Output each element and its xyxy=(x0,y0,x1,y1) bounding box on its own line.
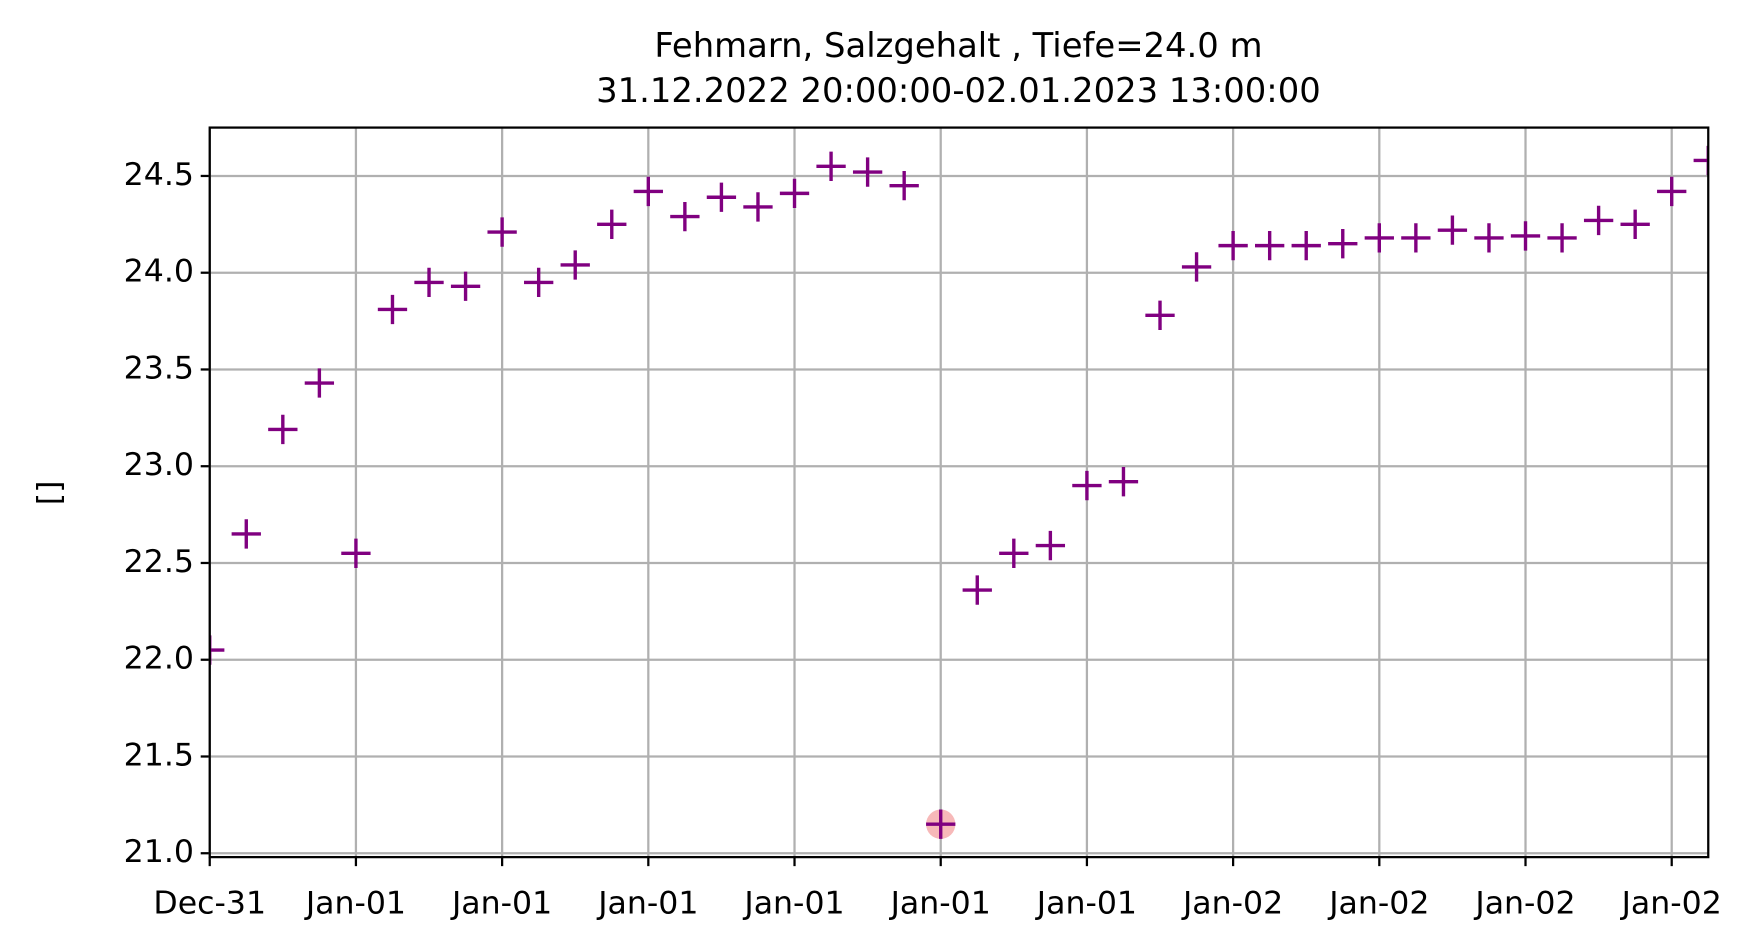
plus-marker xyxy=(633,176,663,207)
plus-marker xyxy=(926,809,956,839)
plus-marker xyxy=(1364,223,1394,253)
plus-marker xyxy=(1474,223,1504,253)
x-tick-label: Jan-02 xyxy=(1473,885,1575,921)
plus-marker xyxy=(816,151,846,181)
plus-marker xyxy=(706,182,737,212)
plus-marker xyxy=(597,209,627,239)
y-tick-label: 23.5 xyxy=(124,350,194,386)
chart-title: Fehmarn, Salzgehalt , Tiefe=24.0 m xyxy=(654,26,1262,65)
plus-marker xyxy=(1181,252,1212,282)
plus-marker xyxy=(414,267,444,298)
plus-marker xyxy=(1693,145,1709,176)
y-tick-label: 24.0 xyxy=(124,254,194,290)
plus-marker xyxy=(304,368,335,398)
plus-marker xyxy=(1620,209,1650,239)
plus-marker xyxy=(1657,176,1687,207)
plus-marker xyxy=(209,635,225,665)
plus-marker xyxy=(1218,230,1248,261)
x-tick-label: Jan-01 xyxy=(1035,885,1137,921)
x-tick-label: Jan-01 xyxy=(450,885,552,921)
y-tick-label: 21.0 xyxy=(124,834,194,870)
plus-marker xyxy=(999,538,1029,568)
y-tick-label: 23.0 xyxy=(124,447,194,483)
plus-marker xyxy=(852,157,883,187)
y-axis-label: [] xyxy=(32,481,68,506)
plus-marker xyxy=(1255,230,1285,261)
plus-marker xyxy=(231,519,261,549)
x-tick-label: Jan-02 xyxy=(1620,885,1722,921)
y-tick-label: 24.5 xyxy=(124,157,194,193)
y-tick-label: 22.5 xyxy=(124,544,194,580)
plot-area xyxy=(209,145,1709,839)
plus-marker xyxy=(670,201,700,232)
y-tick-label: 22.0 xyxy=(124,641,194,677)
plus-marker xyxy=(524,267,554,298)
plus-marker xyxy=(268,414,298,445)
plot-frame xyxy=(208,126,1710,859)
plus-marker xyxy=(743,192,773,222)
plus-marker xyxy=(487,217,517,247)
plus-marker xyxy=(1328,229,1358,259)
x-tick-label: Jan-01 xyxy=(742,885,844,921)
plus-marker xyxy=(1108,467,1139,497)
plus-marker xyxy=(1437,215,1468,245)
y-tick-label: 21.5 xyxy=(124,737,194,773)
x-tick-label: Jan-01 xyxy=(304,885,406,921)
plus-marker xyxy=(1291,230,1321,261)
plus-marker xyxy=(377,294,408,325)
plus-marker xyxy=(1583,205,1614,236)
chart-subtitle: 31.12.2022 20:00:00-02.01.2023 13:00:00 xyxy=(596,71,1321,110)
plus-marker xyxy=(450,271,481,301)
plus-marker xyxy=(1035,530,1066,561)
x-tick-label: Jan-01 xyxy=(596,885,698,921)
plus-marker xyxy=(889,170,919,201)
plus-marker xyxy=(1401,223,1431,253)
x-tick-label: Dec-31 xyxy=(153,885,266,921)
x-tick-label: Jan-02 xyxy=(1181,885,1283,921)
plus-marker xyxy=(1510,221,1541,251)
plus-marker xyxy=(1145,300,1175,330)
plus-marker xyxy=(1547,223,1577,253)
plus-marker xyxy=(1072,470,1102,501)
plus-marker xyxy=(560,250,590,280)
plus-marker xyxy=(779,178,810,209)
x-tick-label: Jan-01 xyxy=(889,885,991,921)
plus-marker xyxy=(962,575,992,605)
plus-marker xyxy=(341,538,371,568)
x-tick-label: Jan-02 xyxy=(1327,885,1429,921)
